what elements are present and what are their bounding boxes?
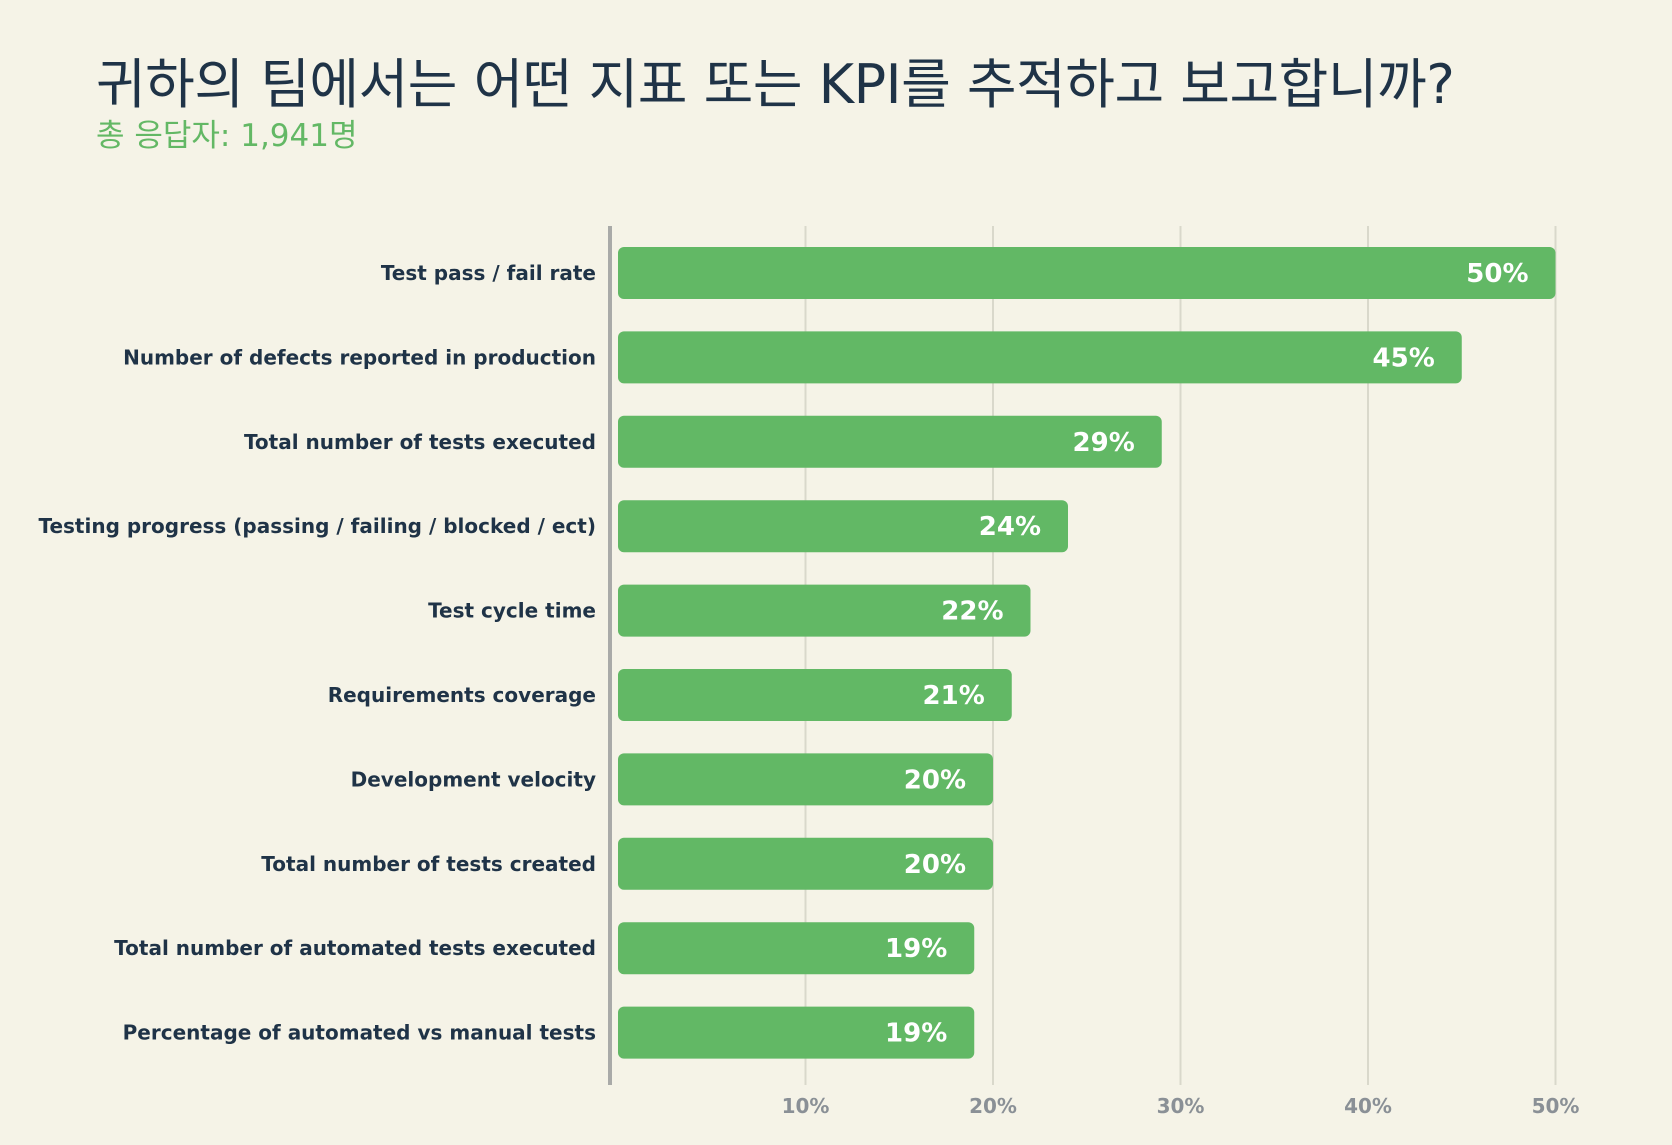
- bar-value-label: 21%: [923, 681, 985, 711]
- bar-row: 22%: [618, 584, 1031, 637]
- bar-row: 20%: [618, 837, 993, 890]
- bar: [618, 500, 1068, 553]
- bar-value-label: 20%: [904, 765, 966, 795]
- category-label: Development velocity: [351, 767, 596, 791]
- bar-row: 21%: [618, 669, 1012, 721]
- x-axis-ticks: 10% 20% 30% 40% 50%: [782, 1094, 1580, 1118]
- bar-value-label: 22%: [941, 597, 1003, 627]
- x-tick-label: 50%: [1532, 1094, 1580, 1118]
- bar: [618, 669, 1012, 721]
- bar-row: 19%: [618, 922, 975, 975]
- x-tick-label: 10%: [782, 1094, 830, 1118]
- bar: [618, 331, 1462, 384]
- category-label: Total number of tests created: [261, 852, 596, 876]
- bars: 50% 45% 29% 24% 22% 21% 20% 20% 19% 19%: [618, 247, 1556, 1059]
- category-label: Total number of automated tests executed: [114, 936, 596, 960]
- category-labels: Test pass / fail rate Number of defects r…: [38, 261, 596, 1045]
- bar-row: 29%: [618, 415, 1162, 468]
- bar-value-label: 50%: [1466, 259, 1528, 289]
- bar: [618, 922, 975, 975]
- bar-row: 45%: [618, 331, 1462, 384]
- category-label: Percentage of automated vs manual tests: [123, 1021, 596, 1045]
- x-tick-label: 30%: [1157, 1094, 1205, 1118]
- category-label: Number of defects reported in production: [123, 345, 596, 369]
- bar: [618, 837, 993, 890]
- bar: [618, 753, 993, 806]
- category-label: Testing progress (passing / failing / bl…: [38, 514, 596, 538]
- bar: [618, 584, 1031, 637]
- category-label: Test cycle time: [428, 599, 596, 623]
- bar-value-label: 29%: [1073, 428, 1135, 458]
- category-label: Test pass / fail rate: [381, 261, 596, 285]
- bar-row: 19%: [618, 1006, 975, 1059]
- bar-row: 20%: [618, 753, 993, 806]
- bar: [618, 415, 1162, 468]
- bar-value-label: 19%: [885, 934, 947, 964]
- chart-subtitle: 총 응답자: 1,941명: [96, 118, 358, 154]
- category-label: Requirements coverage: [328, 683, 596, 707]
- bar-row: 24%: [618, 500, 1068, 553]
- bar: [618, 1006, 975, 1059]
- bar-row: 50%: [618, 247, 1556, 299]
- bar-value-label: 20%: [904, 850, 966, 880]
- bar: [618, 247, 1556, 299]
- x-tick-label: 20%: [969, 1094, 1017, 1118]
- x-tick-label: 40%: [1344, 1094, 1392, 1118]
- chart-title: 귀하의 팀에서는 어떤 지표 또는 KPI를 추적하고 보고합니까?: [96, 53, 1455, 116]
- bar-value-label: 45%: [1373, 343, 1435, 373]
- bar-value-label: 24%: [979, 512, 1041, 542]
- category-label: Total number of tests executed: [244, 430, 596, 454]
- bar-value-label: 19%: [885, 1019, 947, 1049]
